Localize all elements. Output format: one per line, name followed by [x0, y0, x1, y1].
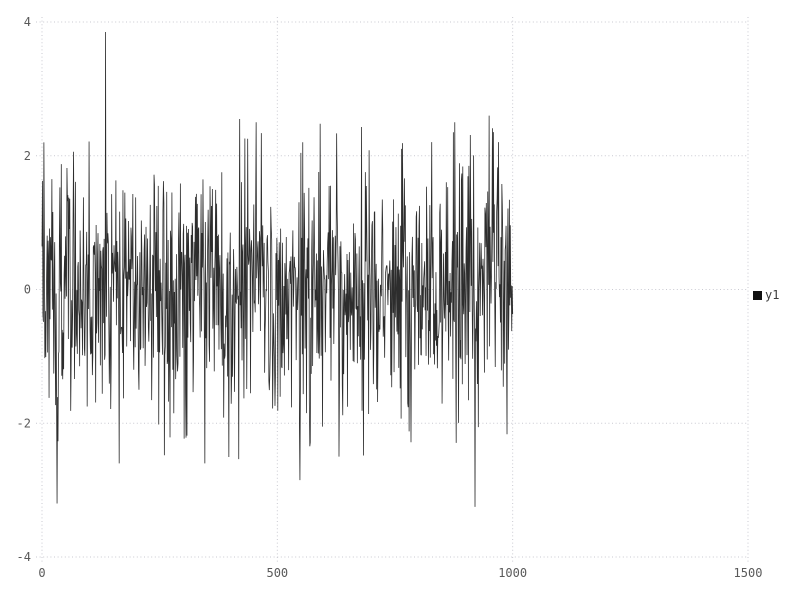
x-tick-label: 1500: [734, 566, 763, 580]
legend-marker-square: [753, 290, 762, 300]
y-tick-label: 2: [24, 149, 31, 163]
legend: y1: [753, 288, 779, 302]
series-line-y1: [41, 32, 514, 507]
y-tick-label: -2: [17, 416, 31, 430]
y-tick-label: -4: [17, 550, 31, 564]
y-tick-label: 0: [24, 283, 31, 297]
x-tick-label: 1000: [498, 566, 527, 580]
x-tick-label: 0: [38, 566, 45, 580]
y-tick-label: 4: [24, 15, 31, 29]
x-tick-label: 500: [266, 566, 288, 580]
legend-series-label: y1: [765, 288, 780, 302]
